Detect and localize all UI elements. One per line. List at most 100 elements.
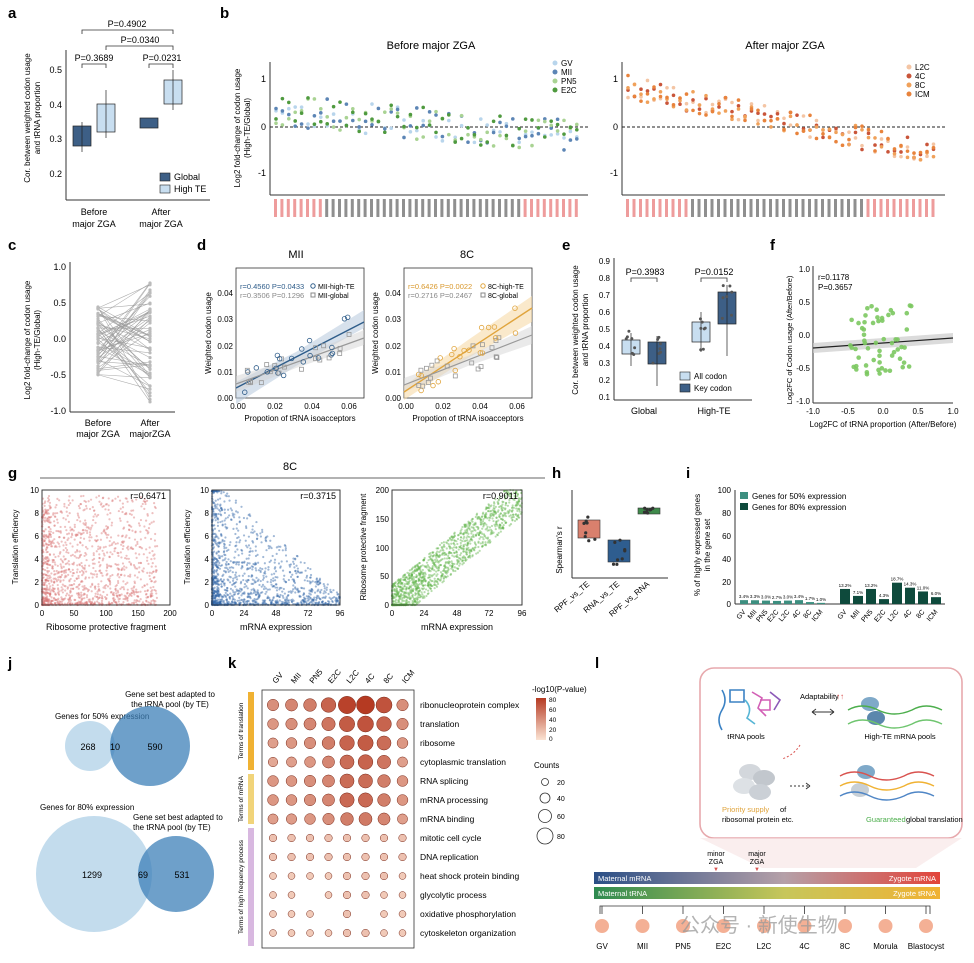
g-point (42, 540, 45, 543)
a-ylabel-2: and tRNA proportion (33, 82, 42, 155)
g-point (285, 596, 288, 599)
g-point (68, 602, 72, 605)
g-point (316, 580, 320, 584)
g-point (511, 518, 514, 521)
g-point (278, 595, 281, 599)
g-point (430, 575, 434, 578)
j-n1299: 1299 (82, 870, 102, 880)
g-point (48, 553, 51, 556)
g-point (127, 602, 130, 605)
g-point (58, 530, 61, 533)
b-left-dot (344, 123, 349, 128)
g-point (458, 562, 462, 565)
d-title-right: 8C (460, 249, 474, 261)
g-point (254, 580, 257, 584)
b-right-dot (717, 101, 721, 106)
b-left-dot (504, 136, 509, 141)
g-point (155, 592, 158, 595)
e-ytick-8: 0.1 (599, 393, 611, 402)
g-point (148, 522, 151, 526)
g-point (47, 494, 51, 498)
g-point (44, 593, 47, 596)
g-point (422, 559, 425, 562)
g-point (396, 601, 399, 604)
g-point (231, 595, 234, 598)
g-point (43, 599, 46, 602)
g-point (456, 537, 460, 541)
g-point (90, 600, 94, 604)
g-point (244, 600, 247, 603)
b-left-dot (562, 148, 566, 152)
g-point (455, 550, 458, 553)
d-left-point-global (267, 369, 273, 375)
g-point (119, 507, 122, 510)
g-point (58, 536, 61, 539)
g-xtick2-4: 96 (336, 609, 345, 618)
g-point (43, 582, 46, 585)
c-dot-after (148, 356, 152, 360)
g-point (220, 490, 223, 493)
b-left-xtick (312, 199, 316, 217)
g-point (218, 600, 222, 603)
g-point (69, 542, 72, 545)
g-point (125, 534, 128, 537)
g-point (139, 590, 142, 593)
h-point (623, 548, 627, 552)
h-point (620, 557, 624, 561)
g-point (127, 557, 130, 560)
g-point (53, 524, 56, 527)
b-right-dot (840, 132, 845, 137)
g-point (517, 516, 521, 519)
g-point (284, 580, 288, 584)
g-point (297, 589, 300, 592)
g-point (393, 581, 397, 585)
g-point (105, 563, 109, 566)
g-point (235, 523, 238, 526)
g-point (71, 602, 74, 605)
g-point (223, 508, 226, 511)
g-ytick3-1: 150 (376, 515, 390, 524)
g-point (219, 506, 223, 509)
g-point (155, 569, 158, 572)
g-point (401, 596, 404, 599)
g-point (75, 602, 79, 605)
b-left-dot (562, 118, 566, 123)
g-point (294, 591, 297, 594)
g-point (83, 508, 86, 511)
c-pair-line (97, 303, 151, 309)
b-left-dot (549, 133, 553, 137)
g-point (301, 599, 305, 602)
g-point (129, 573, 132, 576)
g-point (42, 513, 46, 517)
g-point (111, 597, 115, 600)
g-point (63, 571, 66, 574)
g-point (427, 584, 430, 587)
g-point (109, 591, 113, 594)
g-point (235, 578, 239, 581)
g-point (122, 526, 126, 529)
g-point (108, 579, 111, 582)
g-point (323, 587, 326, 590)
f-point (853, 346, 858, 352)
g-point (287, 594, 290, 597)
b-right-xtick (704, 199, 707, 217)
i-bar-label-80: 18.7% (891, 577, 904, 582)
g-point (119, 551, 122, 554)
g-point (109, 587, 112, 590)
g-point (216, 521, 220, 524)
c-dot-before (96, 357, 100, 361)
b-right-xtick (801, 199, 805, 217)
j-bot-set-a: Gene set best adapted to (133, 813, 223, 822)
b-right-dot (892, 151, 897, 156)
g-point (113, 601, 117, 604)
a-ytick-2: 0.4 (49, 100, 62, 110)
g-point (79, 520, 82, 523)
d-right-point-global (493, 338, 499, 343)
g-point (43, 557, 47, 560)
b-right-dot (730, 100, 734, 105)
g-point (223, 539, 226, 543)
g-point (223, 500, 226, 503)
g-xtick3-3: 72 (485, 609, 494, 618)
b-right-dot (730, 109, 734, 114)
b-right-dot (821, 135, 825, 140)
